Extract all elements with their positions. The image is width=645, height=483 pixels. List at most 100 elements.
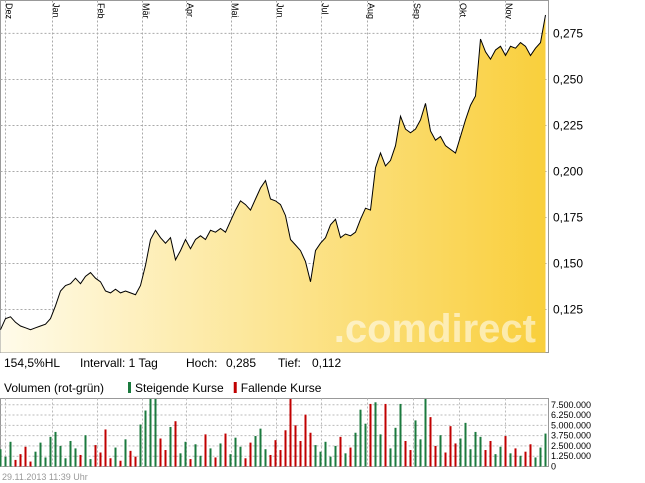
volume-bar (14, 459, 17, 467)
volume-bar (254, 436, 257, 467)
volume-bar (459, 438, 462, 467)
volume-bar (239, 446, 242, 467)
volume-bar (0, 449, 2, 467)
volume-bar (454, 443, 457, 467)
price-line (0, 14, 546, 331)
volume-bar (154, 398, 157, 467)
volume-bar (324, 441, 327, 467)
volume-bar (54, 431, 57, 467)
volume-bar (189, 459, 192, 467)
volume-bar (414, 420, 417, 467)
volume-bar (404, 440, 407, 467)
timestamp: 29.11.2013 11:39 Uhr (2, 472, 88, 482)
volume-bar (9, 441, 12, 467)
volume-bar (39, 442, 42, 467)
y-tick-label: 0,200 (553, 164, 583, 178)
high: 0,285 (226, 356, 256, 370)
volume-bar (469, 449, 472, 467)
volume-title: Volumen (rot-grün) (4, 381, 104, 395)
x-tick-label: Jul (320, 3, 330, 15)
volume-bar (124, 439, 127, 467)
volume-bar (144, 410, 147, 467)
volume-bar (394, 427, 397, 467)
x-tick-label: Jan (51, 3, 61, 18)
volume-bar (244, 458, 247, 467)
legend-label: Steigende Kurse (135, 381, 224, 395)
volume-bar (259, 428, 262, 467)
y-tick-label: 0,250 (553, 72, 583, 86)
volume-bar (314, 445, 317, 467)
volume-bar (179, 453, 182, 467)
volume-bar (499, 446, 502, 467)
volume-bar (474, 431, 477, 467)
volume-bar (249, 442, 252, 467)
volume-bar (309, 432, 312, 467)
volume-bar (149, 398, 152, 467)
volume-bar (134, 456, 137, 467)
volume-bar (99, 452, 102, 467)
volume-y-tick-label: 2.500.000 (551, 441, 591, 451)
volume-bar (514, 448, 517, 467)
volume-bar (64, 458, 67, 467)
volume-bar (364, 423, 367, 467)
change: 154,5%HL (4, 356, 60, 370)
y-tick-label: 0,275 (553, 26, 583, 40)
x-tick-label: Sep (412, 3, 422, 19)
x-tick-label: Mai (230, 3, 240, 18)
volume-bar (334, 445, 337, 467)
volume-bar (44, 457, 47, 467)
volume-bar (319, 451, 322, 467)
volume-bar (504, 436, 507, 467)
volume-bar (174, 421, 177, 467)
volume-bar (224, 433, 227, 467)
volume-bar (114, 447, 117, 467)
volume-y-tick-label: 6.250.000 (551, 410, 591, 420)
volume-bar (104, 429, 107, 467)
x-tick-label: Okt (458, 3, 468, 18)
volume-bar (489, 440, 492, 467)
volume-bar (524, 451, 527, 467)
y-tick-label: 0,175 (553, 210, 583, 224)
volume-bar (79, 454, 82, 467)
legend-label: Fallende Kurse (241, 381, 322, 395)
x-tick-label: Mär (141, 3, 151, 19)
volume-bar (359, 409, 362, 467)
volume-bar (444, 452, 447, 467)
volume-bar (529, 444, 532, 467)
volume-bar (49, 436, 52, 467)
volume-bar (279, 450, 282, 467)
volume-bar (509, 453, 512, 467)
volume-bar (419, 439, 422, 467)
x-tick-label: Feb (96, 3, 106, 19)
volume-bar (164, 450, 167, 467)
volume-y-tick-label: 3.750.000 (551, 431, 591, 441)
volume-bar (219, 443, 222, 467)
volume-bar (544, 433, 547, 467)
volume-bar (409, 450, 412, 467)
watermark: .comdirect (334, 307, 536, 351)
volume-bar (159, 438, 162, 467)
volume-bar (264, 449, 267, 467)
volume-bar (299, 440, 302, 467)
legend-swatch (128, 382, 131, 393)
volume-bar (129, 450, 132, 467)
volume-bar (304, 414, 307, 467)
volume-y-tick-label: 1.250.000 (551, 451, 591, 461)
legend-swatch (233, 382, 237, 393)
volume-bar (139, 424, 142, 467)
volume-bar (539, 447, 542, 467)
volume-bar (209, 448, 212, 467)
x-tick-label: Apr (185, 3, 195, 17)
volume-bar (434, 445, 437, 467)
y-tick-label: 0,150 (553, 256, 583, 270)
x-tick-label: Jun (275, 3, 285, 18)
volume-bar (214, 457, 217, 467)
volume-bar (464, 422, 467, 467)
volume-bar (289, 398, 292, 467)
low-label: Tief: (278, 356, 301, 370)
volume-bar (379, 434, 382, 467)
volume-bar (399, 403, 402, 467)
volume-bar (484, 450, 487, 467)
volume-bar (274, 440, 277, 467)
